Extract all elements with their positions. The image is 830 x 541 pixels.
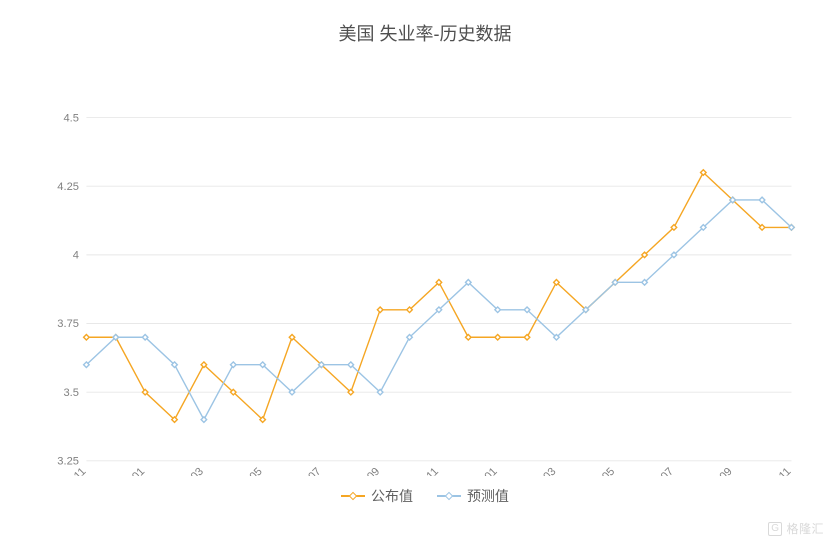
xtick-label: 2024-01 <box>462 466 499 476</box>
xtick-label: 2024-03 <box>521 466 558 476</box>
series-marker-published <box>84 334 90 340</box>
legend-item-published: 公布值 <box>341 486 413 506</box>
chart-title: 美国 失业率-历史数据 <box>40 20 810 46</box>
xtick-label: 2023-09 <box>345 466 382 476</box>
ytick-label: 3.5 <box>63 387 78 399</box>
legend-dot-published <box>349 492 357 500</box>
ytick-label: 4.5 <box>63 112 78 124</box>
chart-legend: 公布值 预测值 <box>40 486 810 506</box>
xtick-label: 2023-11 <box>404 466 441 476</box>
legend-item-forecast: 预测值 <box>437 486 509 506</box>
chart-container: 美国 失业率-历史数据 3.253.53.7544.254.52022-1120… <box>0 0 830 541</box>
legend-label-forecast: 预测值 <box>467 486 509 506</box>
series-marker-published <box>524 334 530 340</box>
series-marker-forecast <box>201 417 207 423</box>
xtick-label: 2023-03 <box>169 466 206 476</box>
legend-marker-published <box>341 490 365 502</box>
xtick-label: 2023-01 <box>110 466 147 476</box>
xtick-label: 2023-07 <box>286 466 323 476</box>
watermark-text: 格隆汇 <box>786 520 824 537</box>
series-marker-published <box>466 334 472 340</box>
watermark-badge-icon: G <box>768 522 782 536</box>
legend-dot-forecast <box>445 492 453 500</box>
xtick-label: 2024-05 <box>580 466 617 476</box>
xtick-label: 2023-05 <box>227 466 264 476</box>
ytick-label: 4.25 <box>57 181 79 193</box>
ytick-label: 3.75 <box>57 318 79 330</box>
xtick-label: 2024-09 <box>697 466 734 476</box>
chart-canvas: 3.253.53.7544.254.52022-112023-012023-03… <box>40 56 810 476</box>
ytick-label: 4 <box>73 250 79 262</box>
chart-svg: 3.253.53.7544.254.52022-112023-012023-03… <box>40 56 810 476</box>
legend-marker-forecast <box>437 490 461 502</box>
xtick-label: 2024-07 <box>639 466 676 476</box>
xtick-label: 2024-11 <box>757 466 794 476</box>
legend-label-published: 公布值 <box>371 486 413 506</box>
ytick-label: 3.25 <box>57 456 79 468</box>
series-line-published <box>86 172 791 419</box>
watermark: G 格隆汇 <box>768 520 824 537</box>
series-marker-published <box>377 307 383 313</box>
series-marker-published <box>495 334 501 340</box>
series-marker-forecast <box>230 362 236 368</box>
